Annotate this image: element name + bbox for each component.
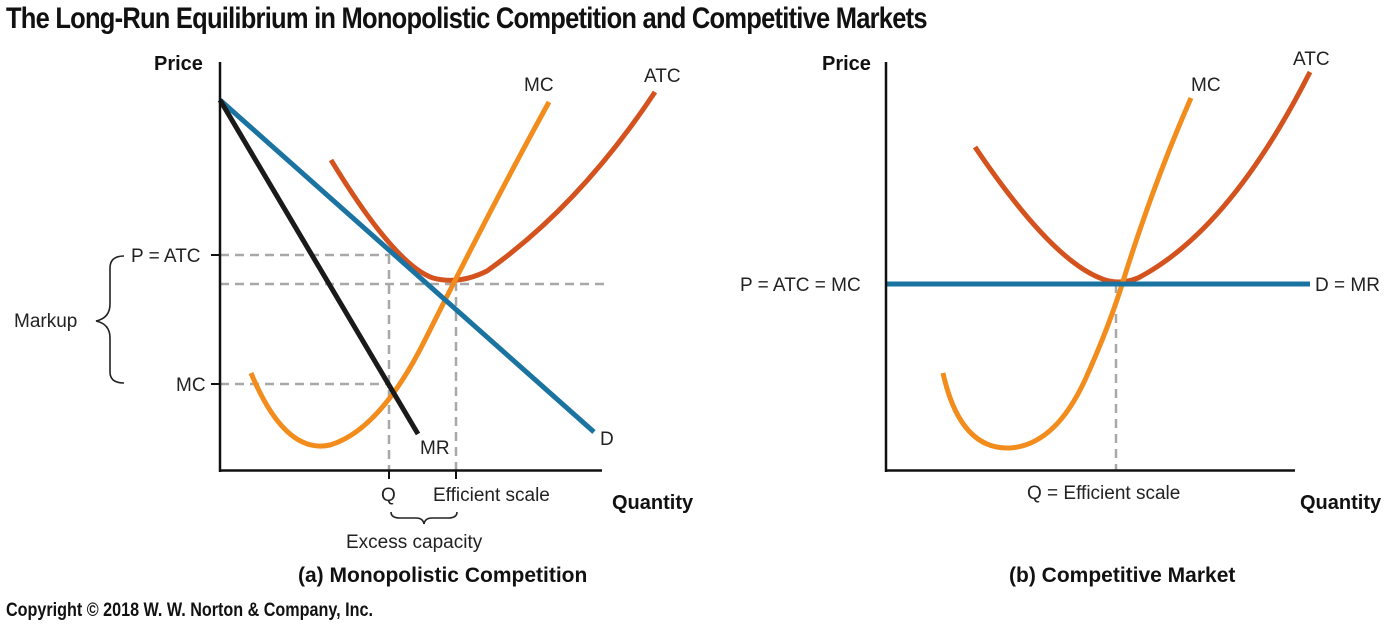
- caption-panel-b: (b) Competitive Market: [1009, 564, 1235, 587]
- y-axis-label-b: Price: [822, 53, 871, 75]
- demand-curve-a: [218, 98, 596, 434]
- figure-title: The Long-Run Equilibrium in Monopolistic…: [6, 2, 928, 35]
- excess-capacity-brace: [390, 511, 458, 525]
- demand-mr-label-b: D = MR: [1315, 275, 1380, 296]
- atc-curve-b: [972, 70, 1313, 285]
- panel-monopolistic-competition: Price Quantity MC ATC D MR P = ATC MC Ma…: [14, 53, 694, 587]
- mc-price-label: MC: [176, 375, 206, 396]
- excess-capacity-label: Excess capacity: [346, 532, 483, 553]
- x-axis-label-b: Quantity: [1300, 492, 1382, 514]
- efficient-scale-label-a: Efficient scale: [433, 485, 550, 506]
- panel-competitive-market: Price Quantity MC ATC D = MR P = ATC = M…: [740, 49, 1382, 587]
- mc-curve-b: [940, 96, 1194, 451]
- mc-label-a: MC: [524, 75, 554, 96]
- atc-curve-a: [328, 90, 658, 283]
- mr-curve-a: [217, 98, 421, 436]
- mr-label-a: MR: [420, 438, 450, 459]
- copyright-notice: Copyright © 2018 W. W. Norton & Company,…: [6, 600, 373, 621]
- caption-panel-a: (a) Monopolistic Competition: [298, 564, 587, 587]
- p-atc-label: P = ATC: [131, 246, 201, 267]
- atc-label-b: ATC: [1293, 49, 1330, 70]
- markup-label: Markup: [14, 311, 77, 332]
- p-atc-mc-label: P = ATC = MC: [740, 275, 861, 296]
- demand-label-a: D: [600, 429, 614, 450]
- q-label-a: Q: [381, 485, 396, 506]
- y-axis-label-a: Price: [154, 53, 203, 75]
- atc-label-a: ATC: [644, 66, 681, 87]
- mc-curve-a: [248, 100, 552, 449]
- markup-brace: [95, 255, 125, 384]
- mc-label-b: MC: [1191, 75, 1221, 96]
- q-efficient-scale-label-b: Q = Efficient scale: [1027, 483, 1180, 504]
- x-axis-label-a: Quantity: [612, 492, 694, 514]
